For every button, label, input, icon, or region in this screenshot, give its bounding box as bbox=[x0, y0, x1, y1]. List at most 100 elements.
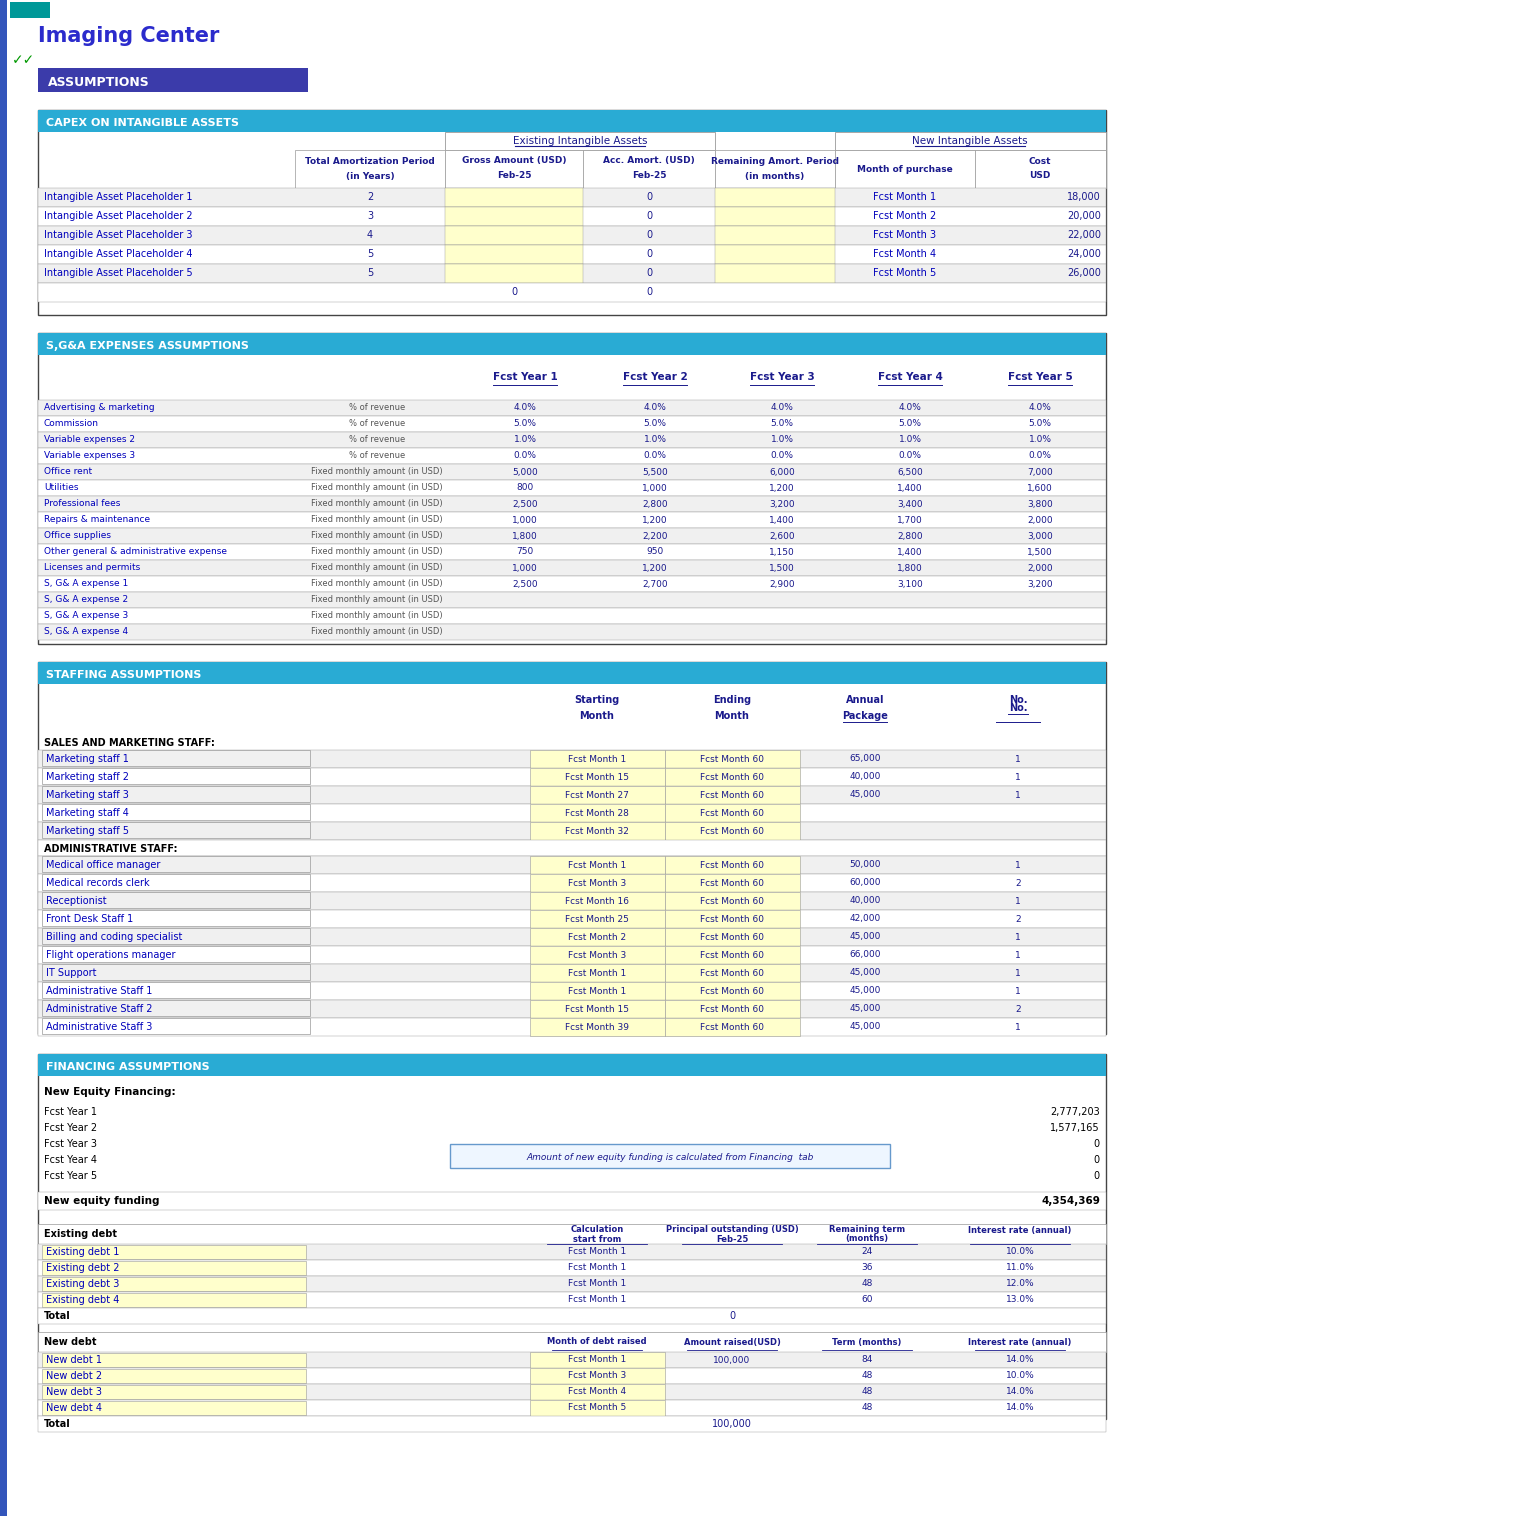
Text: 1,700: 1,700 bbox=[898, 515, 924, 525]
Bar bbox=[38, 891, 1107, 910]
Text: Marketing staff 4: Marketing staff 4 bbox=[45, 808, 129, 819]
Bar bbox=[530, 822, 665, 840]
Text: 3,800: 3,800 bbox=[1026, 499, 1052, 508]
Text: Fcst Year 5: Fcst Year 5 bbox=[1008, 371, 1072, 382]
Bar bbox=[38, 1399, 1107, 1416]
Text: Fcst Month 4: Fcst Month 4 bbox=[568, 1387, 627, 1396]
Bar bbox=[38, 432, 1107, 449]
Text: Administrative Staff 1: Administrative Staff 1 bbox=[45, 985, 153, 996]
Bar bbox=[38, 608, 1107, 625]
Text: Acc. Amort. (USD): Acc. Amort. (USD) bbox=[603, 156, 695, 165]
Text: 0: 0 bbox=[1095, 1155, 1101, 1164]
Text: Fcst Month 16: Fcst Month 16 bbox=[565, 896, 628, 905]
Text: 1: 1 bbox=[1014, 896, 1020, 905]
Text: Cost: Cost bbox=[1028, 156, 1051, 165]
Text: Fcst Month 3: Fcst Month 3 bbox=[568, 878, 627, 887]
Bar bbox=[42, 1019, 310, 1034]
Text: 2,800: 2,800 bbox=[642, 499, 668, 508]
Text: 1: 1 bbox=[1014, 861, 1020, 870]
Text: (in months): (in months) bbox=[745, 171, 804, 180]
Bar bbox=[38, 449, 1107, 464]
Bar bbox=[530, 946, 665, 964]
Text: Billing and coding specialist: Billing and coding specialist bbox=[45, 932, 182, 941]
Text: Fcst Month 60: Fcst Month 60 bbox=[699, 878, 765, 887]
Text: Marketing staff 2: Marketing staff 2 bbox=[45, 772, 129, 782]
Text: Fcst Year 2: Fcst Year 2 bbox=[622, 371, 687, 382]
Text: Fcst Month 1: Fcst Month 1 bbox=[568, 987, 627, 996]
Text: 66,000: 66,000 bbox=[849, 951, 881, 960]
Text: 750: 750 bbox=[516, 547, 533, 556]
Text: 2: 2 bbox=[366, 193, 372, 202]
Text: Ending: Ending bbox=[713, 694, 751, 705]
Text: 3,200: 3,200 bbox=[769, 499, 795, 508]
Text: SALES AND MARKETING STAFF:: SALES AND MARKETING STAFF: bbox=[44, 738, 215, 747]
Text: Office rent: Office rent bbox=[44, 467, 92, 476]
Text: 3,100: 3,100 bbox=[898, 579, 924, 588]
Text: 18,000: 18,000 bbox=[1067, 193, 1101, 202]
Text: 1,500: 1,500 bbox=[1026, 547, 1052, 556]
Text: 42,000: 42,000 bbox=[849, 914, 881, 923]
Text: 48: 48 bbox=[861, 1387, 872, 1396]
Text: Principal outstanding (USD): Principal outstanding (USD) bbox=[666, 1225, 798, 1234]
Bar bbox=[38, 982, 1107, 1001]
Bar bbox=[715, 188, 836, 208]
Bar bbox=[38, 625, 1107, 640]
Bar bbox=[38, 875, 1107, 891]
Bar bbox=[38, 840, 1107, 857]
Text: 1: 1 bbox=[1014, 1022, 1020, 1031]
Bar bbox=[38, 1019, 1107, 1035]
Text: Marketing staff 1: Marketing staff 1 bbox=[45, 753, 129, 764]
Text: Fcst Month 3: Fcst Month 3 bbox=[568, 951, 627, 960]
Text: 1: 1 bbox=[1014, 790, 1020, 799]
Text: ✓✓: ✓✓ bbox=[12, 53, 35, 67]
Text: 45,000: 45,000 bbox=[849, 932, 881, 941]
Text: Intangible Asset Placeholder 4: Intangible Asset Placeholder 4 bbox=[44, 249, 192, 259]
Text: Fixed monthly amount (in USD): Fixed monthly amount (in USD) bbox=[312, 484, 442, 493]
Text: Fixed monthly amount (in USD): Fixed monthly amount (in USD) bbox=[312, 547, 442, 556]
Text: Fcst Month 15: Fcst Month 15 bbox=[565, 1005, 628, 1014]
Text: 45,000: 45,000 bbox=[849, 1005, 881, 1014]
Text: 1,577,165: 1,577,165 bbox=[1051, 1123, 1101, 1132]
Text: New debt 3: New debt 3 bbox=[45, 1387, 101, 1398]
Bar bbox=[836, 132, 1107, 150]
Bar bbox=[38, 769, 1107, 785]
Bar bbox=[530, 928, 665, 946]
Text: 950: 950 bbox=[646, 547, 663, 556]
Text: 4.0%: 4.0% bbox=[643, 403, 666, 412]
Bar bbox=[42, 982, 310, 998]
Text: S, G& A expense 4: S, G& A expense 4 bbox=[44, 628, 129, 637]
Text: 0: 0 bbox=[1095, 1139, 1101, 1149]
Text: 5.0%: 5.0% bbox=[643, 420, 666, 429]
Text: Amount raised(USD): Amount raised(USD) bbox=[683, 1337, 780, 1346]
Bar bbox=[42, 1276, 306, 1292]
Text: % of revenue: % of revenue bbox=[348, 403, 406, 412]
Text: 800: 800 bbox=[516, 484, 533, 493]
Text: 0.0%: 0.0% bbox=[513, 452, 536, 461]
Text: % of revenue: % of revenue bbox=[348, 420, 406, 429]
Text: 2: 2 bbox=[1016, 1005, 1020, 1014]
Bar bbox=[665, 822, 799, 840]
Bar bbox=[38, 1333, 1107, 1352]
Text: Package: Package bbox=[842, 711, 887, 722]
Bar bbox=[38, 1054, 1107, 1419]
Text: CAPEX ON INTANGIBLE ASSETS: CAPEX ON INTANGIBLE ASSETS bbox=[45, 118, 239, 127]
Text: Medical office manager: Medical office manager bbox=[45, 860, 160, 870]
Text: 2: 2 bbox=[1016, 878, 1020, 887]
Text: 5.0%: 5.0% bbox=[898, 420, 922, 429]
Bar bbox=[38, 1352, 1107, 1367]
Text: 0: 0 bbox=[1095, 1170, 1101, 1181]
Bar bbox=[38, 750, 1107, 769]
Text: (in Years): (in Years) bbox=[345, 171, 394, 180]
Bar bbox=[665, 769, 799, 785]
Text: 1,500: 1,500 bbox=[769, 564, 795, 573]
Text: 1,800: 1,800 bbox=[898, 564, 924, 573]
Bar bbox=[450, 1145, 890, 1167]
Bar bbox=[665, 785, 799, 803]
Text: 0: 0 bbox=[646, 193, 653, 202]
Text: 60: 60 bbox=[861, 1296, 872, 1304]
Text: % of revenue: % of revenue bbox=[348, 435, 406, 444]
Text: Fcst Year 2: Fcst Year 2 bbox=[44, 1123, 97, 1132]
Bar bbox=[38, 662, 1107, 684]
Text: Term (months): Term (months) bbox=[833, 1337, 902, 1346]
Text: Fcst Month 60: Fcst Month 60 bbox=[699, 1022, 765, 1031]
